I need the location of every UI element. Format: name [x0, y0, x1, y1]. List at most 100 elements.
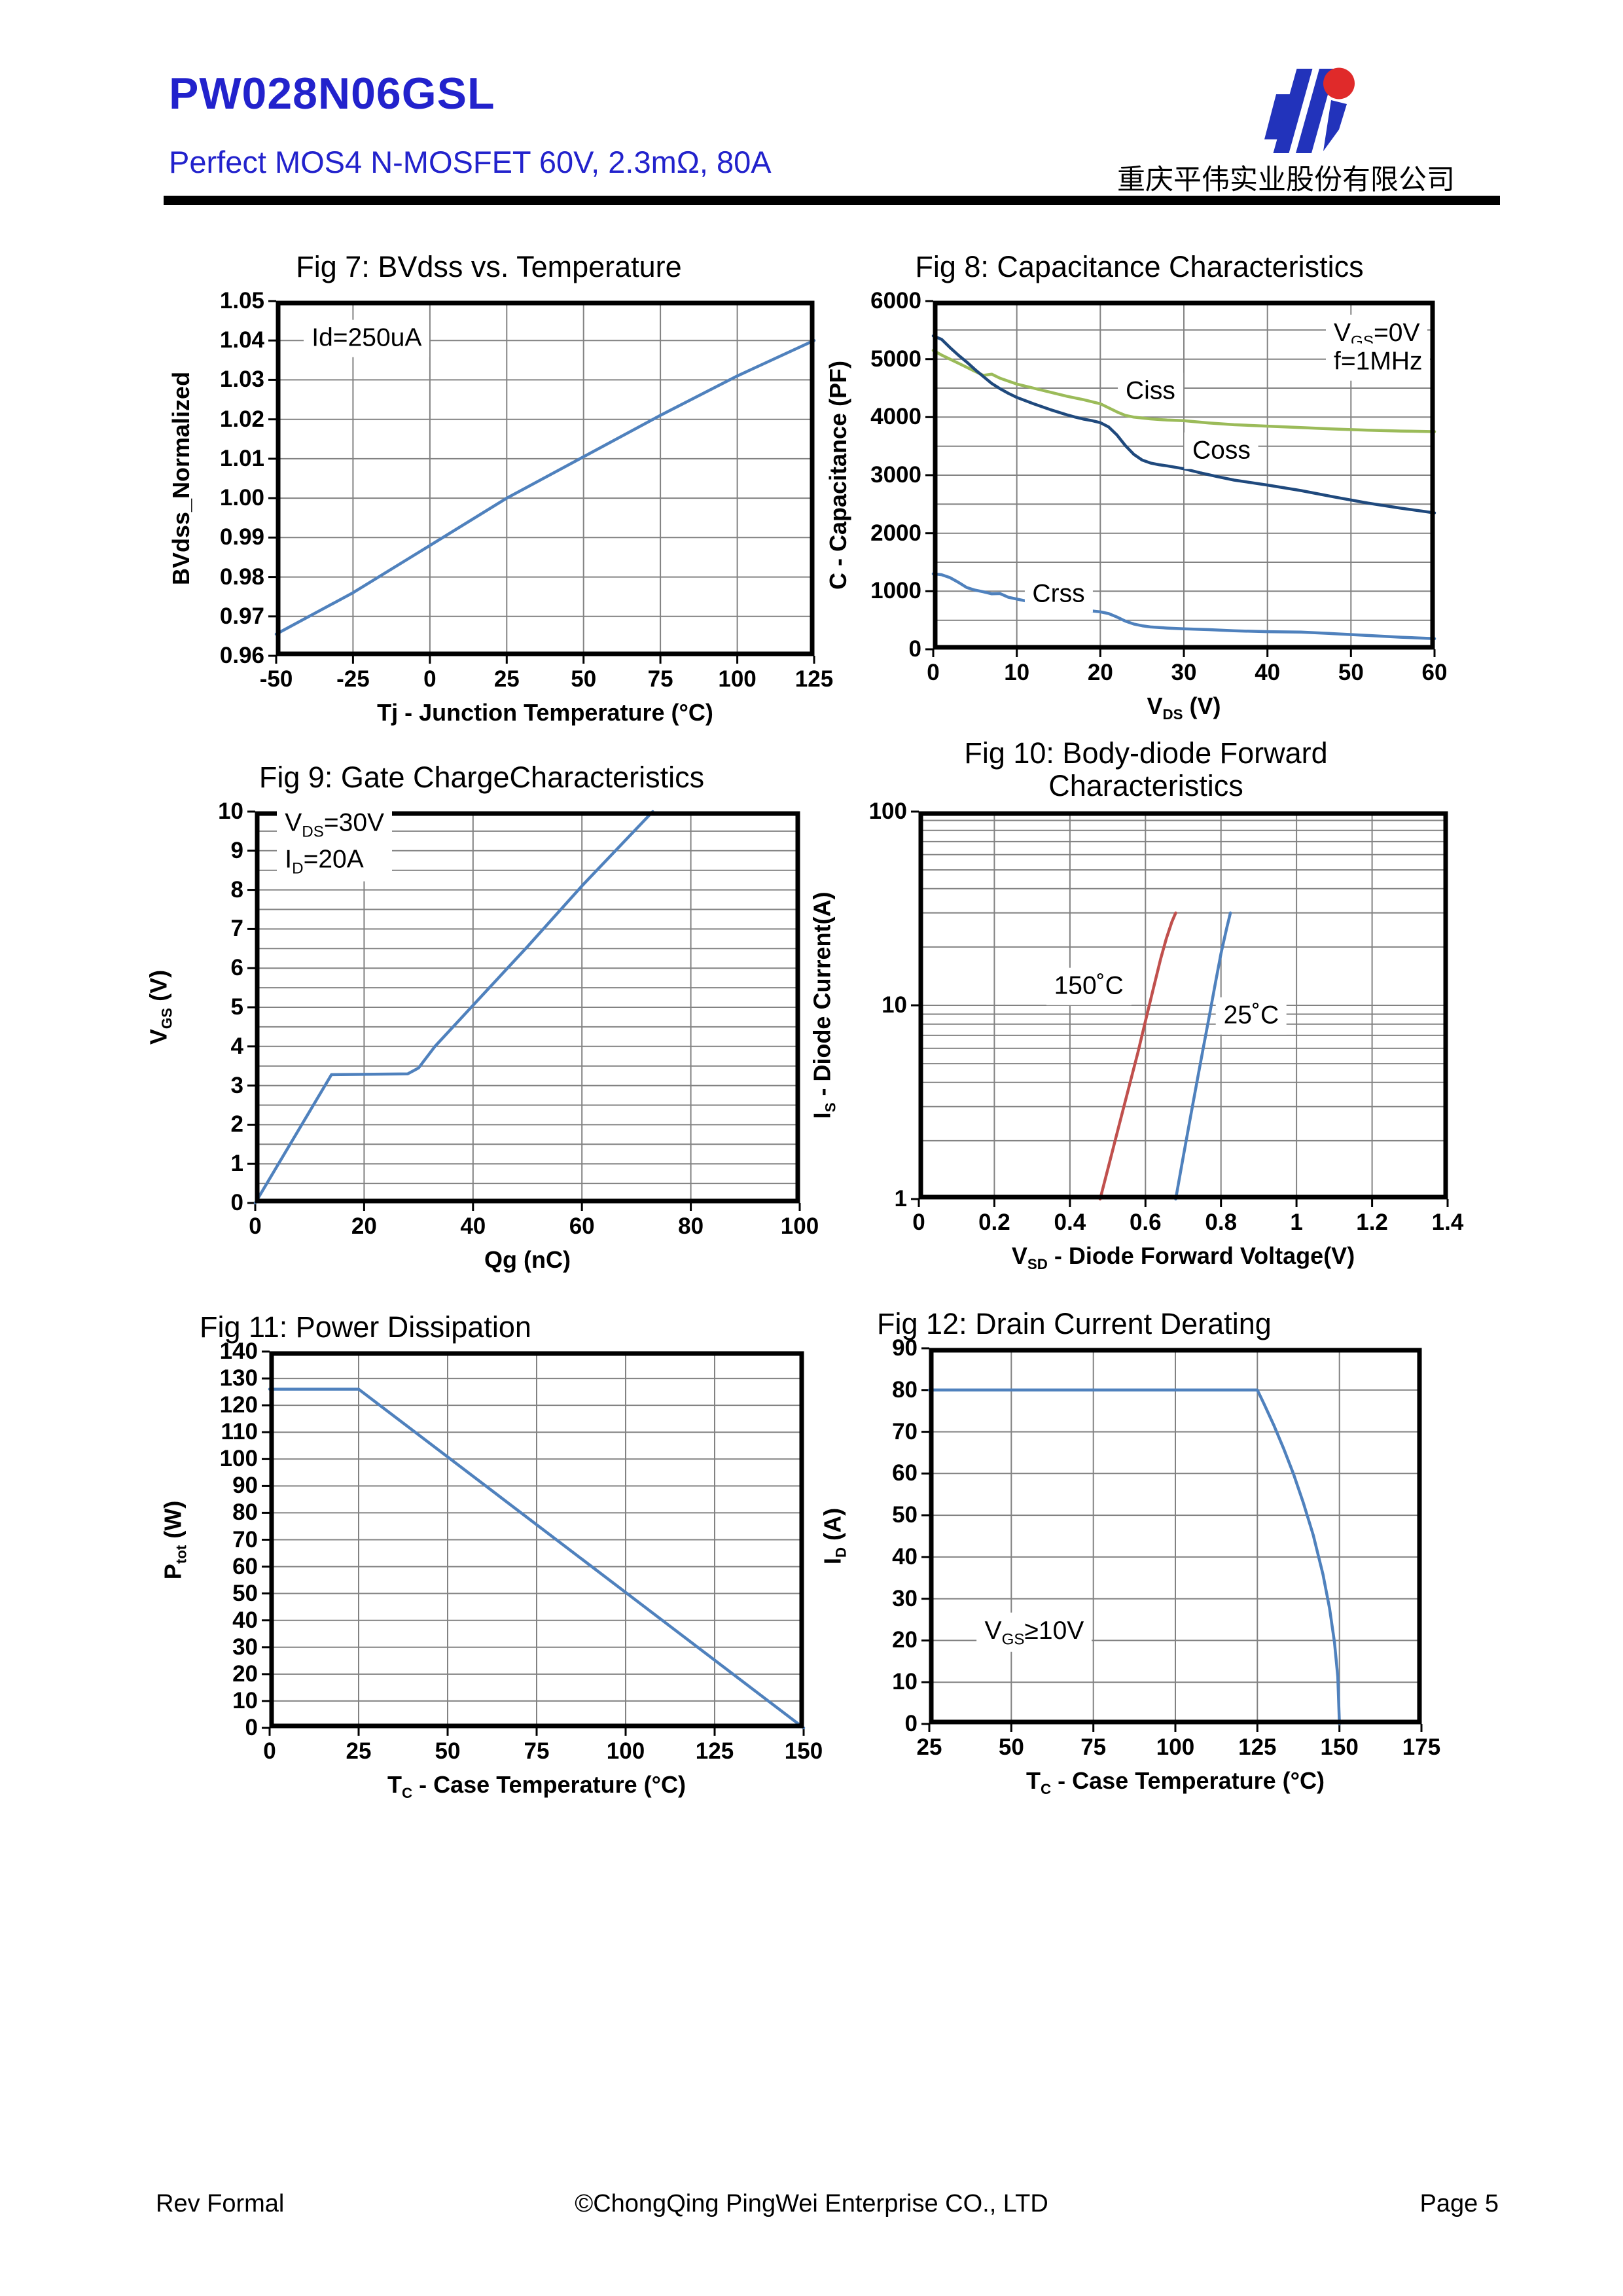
figure-12-panel: Fig 12: Drain Current Derating ID (A) VG…	[819, 1289, 1472, 1820]
y-tick-label: 30	[232, 1634, 258, 1660]
y-tick-label: 40	[232, 1607, 258, 1633]
part-subtitle: Perfect MOS4 N-MOSFET 60V, 2.3mΩ, 80A	[169, 145, 772, 179]
x-tick-label: -25	[336, 666, 370, 692]
y-tick-label: 4000	[870, 404, 921, 430]
y-tick-labels: 0 1000 2000 3000 4000 5000 6000	[830, 288, 921, 662]
header-divider	[164, 196, 1500, 205]
y-tick-label: 20	[232, 1660, 258, 1687]
company-logo-icon	[1264, 67, 1355, 153]
y-tick-label: 3	[230, 1072, 243, 1098]
x-tick-label: 125	[1238, 1734, 1277, 1760]
x-axis-label: TC - Case Temperature (°C)	[1026, 1767, 1325, 1798]
chart-title: Fig 9: Gate ChargeCharacteristics	[259, 761, 705, 794]
y-tick-label: 1.00	[219, 485, 264, 511]
y-tick-label: 60	[232, 1553, 258, 1579]
plot-area	[921, 1347, 1423, 1732]
series-1	[931, 334, 1436, 514]
y-tick-labels: 1 10 100	[815, 798, 907, 1211]
y-tick-label: 5	[230, 994, 243, 1020]
y-tick-label: 8	[230, 876, 243, 903]
chart-annotation: Crss	[1024, 575, 1093, 613]
x-tick-label: 100	[1156, 1734, 1195, 1760]
y-tick-label: 10	[218, 798, 243, 824]
x-tick-label: 75	[647, 666, 673, 692]
y-tick-label: 40	[892, 1543, 918, 1570]
x-tick-label: 75	[1080, 1734, 1107, 1760]
chart-annotation: VDS=30V ID=20A	[277, 804, 393, 882]
annotation-layer: VGS=0V f=1MHz Ciss Coss Crss	[933, 301, 1435, 649]
x-axis-label: VSD - Diode Forward Voltage(V)	[1011, 1242, 1355, 1273]
y-tick-label: 0	[904, 1711, 918, 1736]
figure-10-panel: Fig 10: Body-diode Forward Characteristi…	[808, 733, 1472, 1286]
x-tick-label: 60	[569, 1213, 595, 1239]
series-0	[927, 1388, 1341, 1726]
x-tick-label: 0.4	[1054, 1210, 1086, 1235]
y-tick-label: 1.02	[219, 406, 264, 432]
y-tick-label: 10	[232, 1687, 258, 1713]
x-tick-labels: 0 10 20 30 40 50 60	[927, 649, 1447, 685]
y-tick-label: 9	[230, 837, 243, 863]
plot-area	[268, 300, 816, 664]
x-tick-labels: 0 25 50 75 100 125 150	[263, 1728, 823, 1764]
y-tick-labels: 0.96 0.97 0.98 0.99 1.00 1.01 1.02 1.03 1.04 1.05	[173, 288, 264, 668]
series-0	[268, 1388, 806, 1730]
y-tick-label: 90	[232, 1473, 258, 1499]
y-tick-label: 50	[232, 1580, 258, 1606]
x-tick-label: 0	[927, 660, 940, 685]
figure-9-panel: Fig 9: Gate ChargeCharacteristics VGS (V…	[145, 743, 825, 1286]
x-tick-label: 50	[1338, 660, 1364, 685]
y-tick-label: 70	[892, 1418, 918, 1444]
chart-title: Fig 12: Drain Current Derating	[877, 1307, 1272, 1340]
company-name-chinese: 重庆平伟实业股份有限公司	[1117, 165, 1455, 196]
x-tick-label: 25	[493, 666, 520, 692]
y-tick-label: 80	[232, 1499, 258, 1526]
x-axis-label: VDS (V)	[1147, 692, 1221, 723]
x-tick-label: 0	[423, 666, 437, 692]
x-tick-label: 100	[606, 1738, 645, 1764]
series-1	[1174, 911, 1232, 1201]
figure-7-panel: Fig 7: BVdss vs. Temperature BVdss_Norma…	[164, 232, 833, 736]
plot-region: 150˚C 25˚C	[911, 810, 1449, 1207]
x-tick-label: 25	[916, 1734, 942, 1760]
y-tick-label: 0	[230, 1190, 243, 1215]
x-tick-label: 0.8	[1205, 1210, 1238, 1235]
x-tick-label: 125	[794, 666, 834, 692]
x-tick-label: 100	[780, 1213, 819, 1239]
plot-area	[247, 810, 801, 1211]
chart-title: Fig 8: Capacitance Characteristics	[915, 250, 1364, 283]
y-tick-label: 7	[230, 916, 243, 942]
y-tick-label: 110	[221, 1419, 258, 1445]
chart-annotation: 25˚C	[1215, 997, 1287, 1035]
x-tick-label: 0	[263, 1738, 276, 1764]
y-tick-label: 0.98	[219, 564, 264, 590]
x-tick-labels: 25 50 75 100 125 150 175	[917, 1724, 1441, 1760]
x-tick-label: 0	[912, 1210, 925, 1235]
y-tick-labels: 0 10 20 30 40 50 60 70 80 90 100 110 120 130 140	[166, 1338, 258, 1740]
plot-region: VGS≥10V	[921, 1347, 1423, 1732]
y-tick-label: 5000	[870, 346, 921, 372]
y-tick-labels: 0 10 20 30 40 50 60 70 80 90	[826, 1335, 918, 1736]
series-0	[274, 338, 816, 636]
x-tick-label: 1.2	[1356, 1210, 1388, 1235]
x-tick-label: 1	[1290, 1210, 1303, 1235]
x-tick-label: 80	[678, 1213, 704, 1239]
y-tick-label: 2	[230, 1111, 243, 1138]
chart-annotation: f=1MHz	[1326, 343, 1431, 381]
y-tick-label: 1.05	[219, 288, 264, 314]
y-tick-label: 120	[219, 1392, 258, 1418]
x-tick-label: 40	[1255, 660, 1281, 685]
x-tick-label: 0.6	[1129, 1210, 1162, 1235]
y-tick-label: 80	[892, 1376, 918, 1403]
y-tick-label: 100	[219, 1446, 258, 1472]
x-tick-label: 50	[435, 1738, 461, 1764]
y-tick-label: 3000	[870, 462, 921, 488]
y-tick-label: 0.99	[219, 524, 264, 550]
y-tick-label: 0	[245, 1715, 258, 1740]
y-tick-label: 10	[882, 992, 907, 1018]
chart-annotation: Coss	[1185, 432, 1258, 470]
chart-annotation: VGS≥10V	[976, 1612, 1092, 1652]
chart-title: Fig 11: Power Dissipation	[200, 1310, 531, 1344]
y-tick-label: 1.01	[219, 445, 264, 471]
x-tick-label: 0.2	[978, 1210, 1010, 1235]
